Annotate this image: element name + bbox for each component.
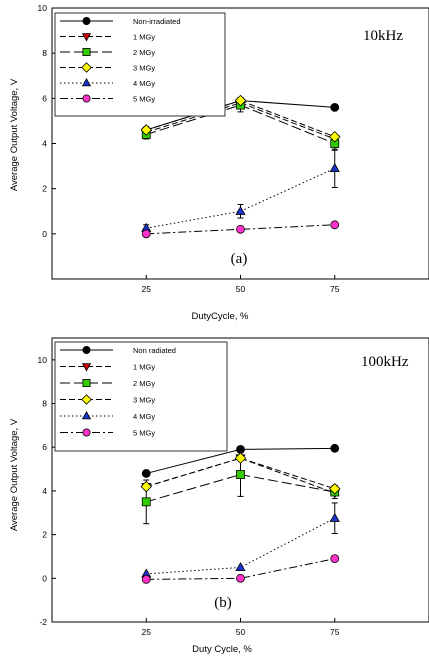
legend-marker xyxy=(81,411,92,420)
data-point xyxy=(328,130,341,143)
data-point xyxy=(329,512,340,522)
legend-marker xyxy=(82,428,91,437)
y-tick-label: 4 xyxy=(42,139,47,149)
data-point xyxy=(141,497,151,507)
data-point xyxy=(141,575,151,584)
x-tick-label: 25 xyxy=(142,627,152,637)
legend-entry: 5 MGy xyxy=(133,429,155,438)
y-tick-label: 10 xyxy=(38,355,48,365)
legend-marker xyxy=(81,62,92,73)
series-line-a-4 xyxy=(146,100,335,138)
legend-marker xyxy=(81,33,92,42)
legend-marker xyxy=(81,394,92,405)
y-tick-label: 2 xyxy=(42,184,47,194)
legend-b: Non radiated 1 MGy 2 MGy 3 MGy 4 MGy 5 MGy xyxy=(54,341,228,452)
y-tick-label: 8 xyxy=(42,399,47,409)
legend-entry: 2 MGy xyxy=(133,48,155,57)
panel-label-b: (b) xyxy=(214,595,232,611)
legend-entry: 2 MGy xyxy=(133,379,155,388)
legend-entry: 4 MGy xyxy=(133,79,155,88)
series-line-a-5 xyxy=(146,167,335,229)
legend-a: Non-irradiated 1 MGy 2 MGy 3 MGy 4 MGy 5 MGy xyxy=(54,12,226,117)
data-point xyxy=(330,102,340,112)
legend-marker xyxy=(82,345,91,354)
legend-entry: 3 MGy xyxy=(133,64,155,73)
x-tick-label: 75 xyxy=(330,627,340,637)
y-tick-label: 8 xyxy=(42,48,47,58)
annotation-a: 10kHz xyxy=(363,28,403,44)
data-point xyxy=(236,470,245,479)
legend-marker xyxy=(82,94,91,103)
data-point xyxy=(141,469,151,478)
x-tick-label: 25 xyxy=(142,284,152,294)
y-tick-label: 6 xyxy=(42,442,47,452)
x-tick-label: 50 xyxy=(236,284,246,294)
data-point xyxy=(330,220,340,230)
data-point xyxy=(141,229,151,239)
legend-entry: 1 MGy xyxy=(133,363,155,372)
y-tick-label: -2 xyxy=(39,617,47,627)
y-tick-label: 0 xyxy=(42,229,47,239)
data-point xyxy=(330,554,340,564)
series-line-a-2 xyxy=(146,102,335,140)
x-tick-label: 50 xyxy=(236,627,246,637)
legend-entry: 3 MGy xyxy=(133,396,155,405)
x-tick-label: 75 xyxy=(330,284,340,294)
x-axis-label-b: Duty Cycle, % xyxy=(192,644,252,655)
legend-marker xyxy=(82,16,91,25)
legend-entry: Non radiated xyxy=(133,346,176,355)
y-tick-label: 4 xyxy=(42,486,47,496)
y-tick-label: 6 xyxy=(42,93,47,103)
data-point xyxy=(330,443,340,453)
data-point xyxy=(235,205,246,215)
chart-panel-a: 0 2 4 6 8 10 25 50 75 Non-irradiated 1 MGy 2 MGy 3 M… xyxy=(9,3,429,322)
series-line-b-4 xyxy=(146,457,335,490)
series-line-b-5 xyxy=(146,517,335,575)
legend-entry: Non-irradiated xyxy=(133,17,181,26)
data-point xyxy=(328,482,341,495)
data-point xyxy=(234,452,247,464)
legend-entry: 5 MGy xyxy=(133,95,155,104)
data-point xyxy=(236,224,245,234)
y-tick-label: 10 xyxy=(38,3,48,13)
legend-marker xyxy=(82,48,91,57)
y-axis-label-a: Average Output Voltage, V xyxy=(9,78,20,191)
y-axis-label-b: Average Output Voltage, V xyxy=(9,418,20,531)
data-point xyxy=(140,480,153,493)
legend-marker xyxy=(81,78,92,87)
chart-panel-b: -2 0 2 4 6 8 10 25 50 75 Non radiated 1 MGy 2 MGy 3 M… xyxy=(9,337,429,655)
y-tick-label: 0 xyxy=(42,573,47,583)
data-point xyxy=(236,573,245,583)
legend-marker xyxy=(82,378,91,387)
data-point xyxy=(329,162,340,172)
y-tick-label: 2 xyxy=(42,530,47,540)
data-point xyxy=(234,94,247,107)
legend-marker xyxy=(81,363,92,372)
legend-entry: 1 MGy xyxy=(133,33,155,42)
data-point xyxy=(235,561,246,571)
legend-entry: 4 MGy xyxy=(133,412,155,421)
panel-label-a: (a) xyxy=(231,251,248,267)
data-point xyxy=(140,124,153,136)
x-axis-label-a: DutyCycle, % xyxy=(191,311,249,322)
annotation-b: 100kHz xyxy=(361,354,409,370)
